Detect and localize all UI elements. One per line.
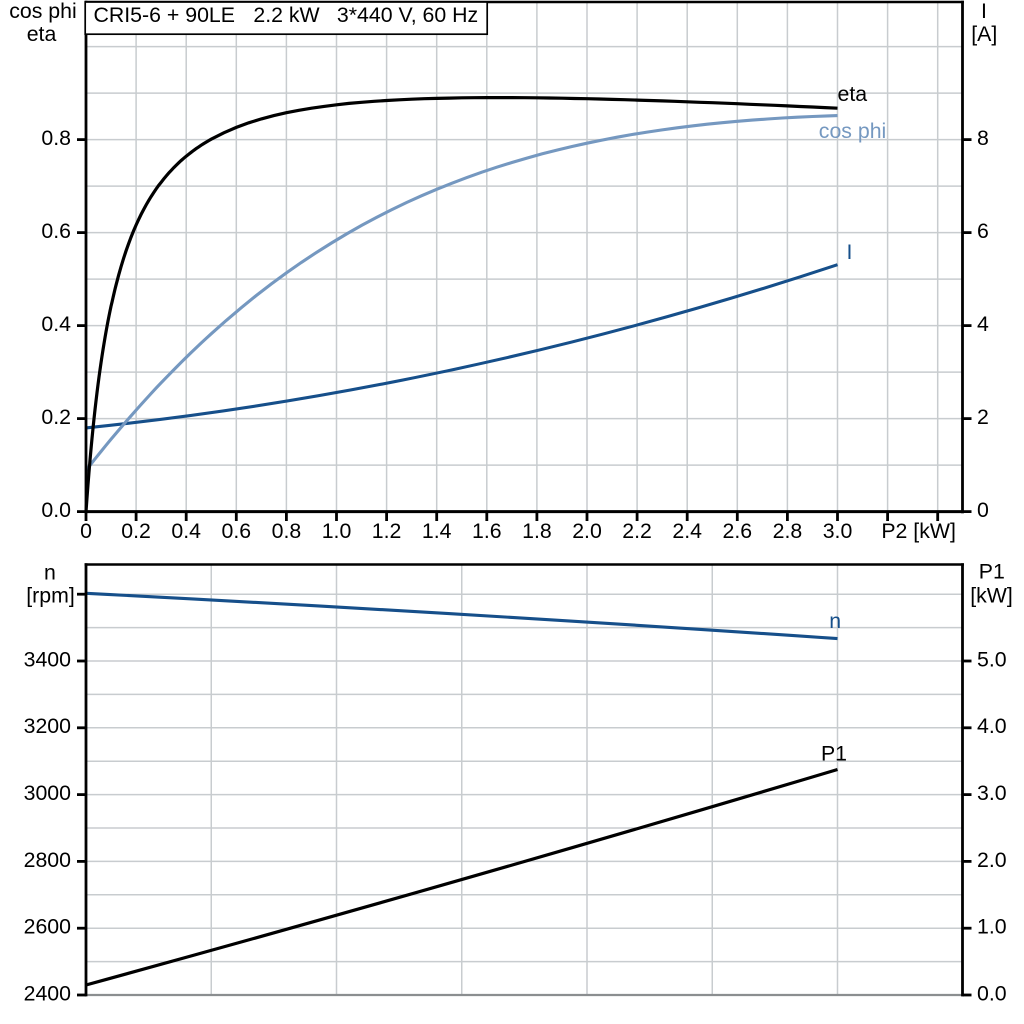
- svg-text:4: 4: [977, 312, 989, 336]
- svg-text:1.4: 1.4: [422, 519, 452, 543]
- svg-text:[kW]: [kW]: [970, 584, 1013, 608]
- svg-text:8: 8: [977, 126, 989, 150]
- svg-text:0.8: 0.8: [41, 126, 71, 150]
- svg-text:P1: P1: [979, 559, 1005, 583]
- svg-text:2.8: 2.8: [773, 519, 803, 543]
- svg-text:0.4: 0.4: [171, 519, 201, 543]
- svg-text:2800: 2800: [24, 848, 72, 872]
- svg-text:2.2 kW: 2.2 kW: [253, 3, 320, 27]
- svg-text:eta: eta: [27, 22, 57, 46]
- svg-text:1.0: 1.0: [322, 519, 352, 543]
- svg-text:5.0: 5.0: [977, 647, 1007, 671]
- svg-text:1.2: 1.2: [372, 519, 402, 543]
- svg-text:0: 0: [80, 519, 92, 543]
- svg-text:P1: P1: [821, 741, 847, 765]
- svg-text:[A]: [A]: [971, 22, 997, 46]
- svg-text:I: I: [847, 240, 853, 264]
- svg-text:2400: 2400: [24, 981, 72, 1005]
- svg-text:0.2: 0.2: [41, 405, 71, 429]
- svg-text:3*440 V, 60 Hz: 3*440 V, 60 Hz: [337, 3, 478, 27]
- svg-text:6: 6: [977, 219, 989, 243]
- svg-text:n: n: [44, 561, 56, 585]
- svg-text:I: I: [981, 0, 987, 23]
- svg-text:0.6: 0.6: [41, 219, 71, 243]
- svg-text:2.4: 2.4: [672, 519, 702, 543]
- svg-text:[rpm]: [rpm]: [26, 583, 75, 607]
- svg-text:1.8: 1.8: [522, 519, 552, 543]
- svg-text:cos phi: cos phi: [819, 119, 886, 143]
- svg-text:n: n: [829, 609, 841, 633]
- svg-text:1.6: 1.6: [472, 519, 502, 543]
- svg-text:4.0: 4.0: [977, 714, 1007, 738]
- svg-text:2.0: 2.0: [572, 519, 602, 543]
- svg-text:3.0: 3.0: [823, 519, 853, 543]
- svg-text:3.0: 3.0: [977, 781, 1007, 805]
- svg-text:2600: 2600: [24, 915, 72, 939]
- svg-text:1.0: 1.0: [977, 915, 1007, 939]
- svg-text:2.0: 2.0: [977, 848, 1007, 872]
- svg-text:2.6: 2.6: [722, 519, 752, 543]
- svg-text:0: 0: [977, 498, 989, 522]
- svg-text:CRI5-6 + 90LE: CRI5-6 + 90LE: [94, 3, 235, 27]
- svg-text:3200: 3200: [24, 714, 72, 738]
- svg-text:0.6: 0.6: [221, 519, 251, 543]
- svg-text:0.0: 0.0: [977, 981, 1007, 1005]
- svg-text:0.4: 0.4: [41, 312, 71, 336]
- svg-text:0.0: 0.0: [41, 498, 71, 522]
- svg-text:P2 [kW]: P2 [kW]: [881, 519, 956, 543]
- svg-text:2.2: 2.2: [622, 519, 652, 543]
- svg-text:0.8: 0.8: [272, 519, 302, 543]
- svg-text:2: 2: [977, 405, 989, 429]
- svg-text:3000: 3000: [24, 781, 72, 805]
- svg-text:0.2: 0.2: [121, 519, 151, 543]
- svg-text:eta: eta: [838, 82, 868, 106]
- svg-text:3400: 3400: [24, 647, 72, 671]
- svg-text:cos phi: cos phi: [9, 0, 76, 23]
